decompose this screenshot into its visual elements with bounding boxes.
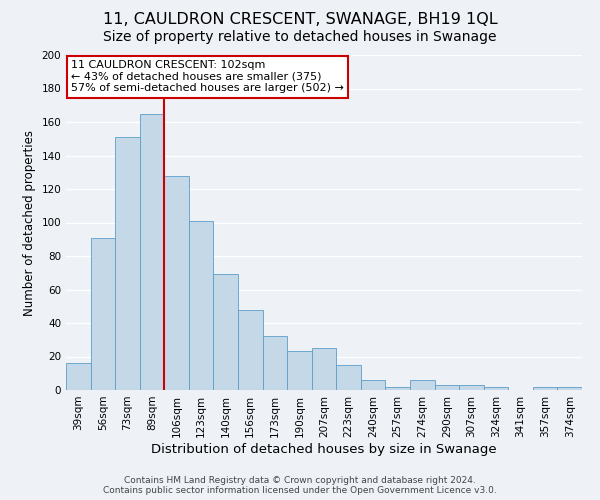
Bar bbox=[263, 336, 287, 390]
Bar bbox=[484, 386, 508, 390]
X-axis label: Distribution of detached houses by size in Swanage: Distribution of detached houses by size … bbox=[151, 442, 497, 456]
Text: 11, CAULDRON CRESCENT, SWANAGE, BH19 1QL: 11, CAULDRON CRESCENT, SWANAGE, BH19 1QL bbox=[103, 12, 497, 28]
Text: 11 CAULDRON CRESCENT: 102sqm
← 43% of detached houses are smaller (375)
57% of s: 11 CAULDRON CRESCENT: 102sqm ← 43% of de… bbox=[71, 60, 344, 93]
Text: Contains HM Land Registry data © Crown copyright and database right 2024.
Contai: Contains HM Land Registry data © Crown c… bbox=[103, 476, 497, 495]
Bar bbox=[287, 352, 312, 390]
Bar bbox=[238, 310, 263, 390]
Bar bbox=[140, 114, 164, 390]
Bar bbox=[410, 380, 434, 390]
Bar bbox=[336, 365, 361, 390]
Text: Size of property relative to detached houses in Swanage: Size of property relative to detached ho… bbox=[103, 30, 497, 44]
Y-axis label: Number of detached properties: Number of detached properties bbox=[23, 130, 36, 316]
Bar bbox=[533, 386, 557, 390]
Bar bbox=[214, 274, 238, 390]
Bar bbox=[361, 380, 385, 390]
Bar bbox=[189, 221, 214, 390]
Bar bbox=[91, 238, 115, 390]
Bar bbox=[557, 386, 582, 390]
Bar bbox=[115, 137, 140, 390]
Bar bbox=[66, 363, 91, 390]
Bar bbox=[164, 176, 189, 390]
Bar bbox=[385, 386, 410, 390]
Bar bbox=[312, 348, 336, 390]
Bar bbox=[459, 385, 484, 390]
Bar bbox=[434, 385, 459, 390]
